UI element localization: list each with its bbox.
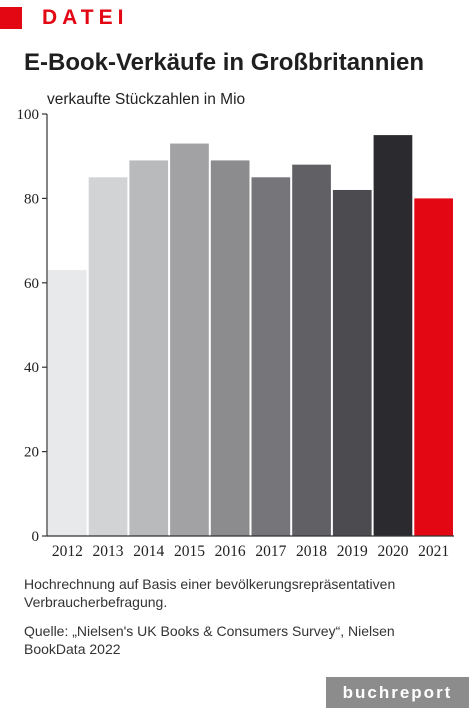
x-tick-label: 2020 — [377, 543, 408, 560]
source-note: Quelle: „Nielsen's UK Books & Consumers … — [24, 623, 395, 657]
footnote: Hochrechnung auf Basis einer bevölkerung… — [24, 576, 396, 610]
bar-2016 — [210, 160, 250, 537]
bar-2012 — [48, 270, 87, 536]
bar-2021 — [414, 198, 453, 536]
x-tick-label: 2012 — [52, 543, 83, 560]
y-tick-label: 100 — [17, 107, 40, 123]
y-tick-label: 0 — [32, 529, 40, 545]
bar-2017 — [251, 177, 291, 537]
bar-2018 — [292, 164, 331, 536]
header-square — [0, 7, 22, 29]
bar-2019 — [332, 189, 372, 536]
brand-badge: buchreport — [326, 677, 469, 708]
header-label: DATEI — [42, 6, 129, 29]
x-tick-label: 2017 — [255, 543, 286, 560]
chart-subtitle: verkaufte Stückzahlen in Mio — [47, 91, 246, 108]
y-tick-label: 60 — [24, 276, 39, 292]
chart-title: E-Book-Verkäufe in Großbritannien — [24, 49, 425, 76]
bar-2015 — [170, 143, 209, 537]
bar-2013 — [88, 177, 128, 537]
bar-2020 — [373, 135, 413, 536]
x-tick-label: 2021 — [418, 543, 449, 560]
bar-2014 — [129, 160, 169, 537]
x-tick-label: 2014 — [133, 543, 164, 560]
y-tick-label: 20 — [24, 445, 39, 461]
x-tick-label: 2015 — [174, 543, 205, 560]
x-tick-label: 2019 — [337, 543, 368, 560]
x-tick-label: 2016 — [215, 543, 246, 560]
bar-chart: 0 20 40 60 80 100 2012 2013 2014 2015 2016 2017 2018… — [17, 107, 454, 560]
x-tick-label: 2018 — [296, 543, 327, 560]
y-tick-label: 40 — [24, 360, 39, 376]
y-tick-label: 80 — [24, 191, 39, 207]
x-tick-label: 2013 — [93, 543, 124, 560]
